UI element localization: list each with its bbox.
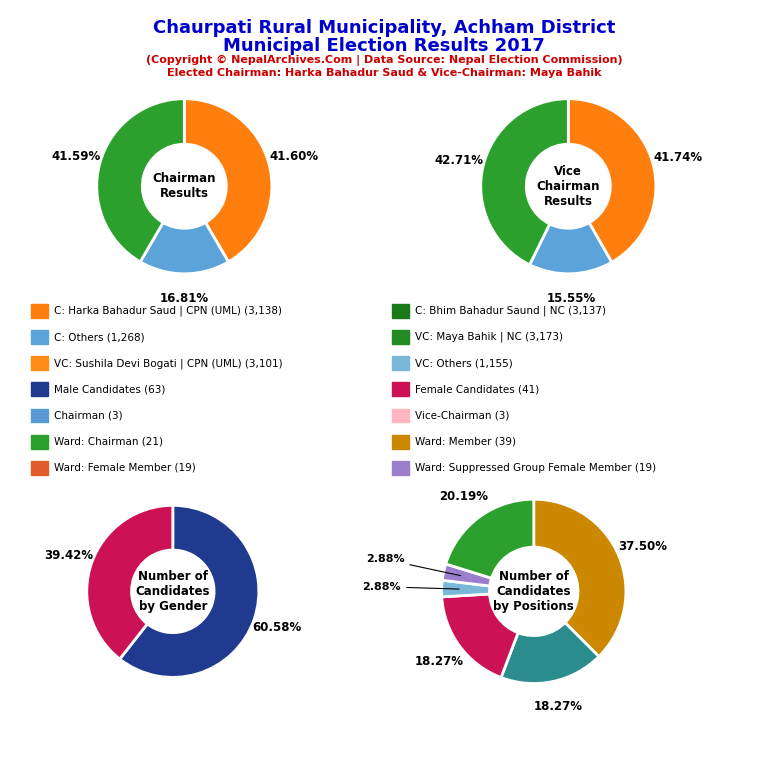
- Text: 15.55%: 15.55%: [547, 292, 597, 305]
- Wedge shape: [568, 99, 656, 262]
- Text: Municipal Election Results 2017: Municipal Election Results 2017: [223, 37, 545, 55]
- Text: 2.88%: 2.88%: [362, 581, 459, 591]
- Text: C: Bhim Bahadur Saund | NC (3,137): C: Bhim Bahadur Saund | NC (3,137): [415, 306, 606, 316]
- Text: VC: Maya Bahik | NC (3,173): VC: Maya Bahik | NC (3,173): [415, 332, 563, 343]
- Text: Chairman
Results: Chairman Results: [153, 172, 216, 200]
- Wedge shape: [184, 99, 272, 262]
- Text: Male Candidates (63): Male Candidates (63): [54, 384, 165, 395]
- Text: 37.50%: 37.50%: [618, 540, 667, 553]
- Wedge shape: [481, 99, 568, 265]
- Text: VC: Others (1,155): VC: Others (1,155): [415, 358, 512, 369]
- Text: 39.42%: 39.42%: [45, 549, 93, 562]
- Text: 18.27%: 18.27%: [534, 700, 583, 713]
- Text: C: Harka Bahadur Saud | CPN (UML) (3,138): C: Harka Bahadur Saud | CPN (UML) (3,138…: [54, 306, 282, 316]
- Text: 41.74%: 41.74%: [654, 151, 703, 164]
- Text: 20.19%: 20.19%: [439, 490, 488, 503]
- Text: Elected Chairman: Harka Bahadur Saud & Vice-Chairman: Maya Bahik: Elected Chairman: Harka Bahadur Saud & V…: [167, 68, 601, 78]
- Text: 16.81%: 16.81%: [160, 292, 209, 305]
- Text: 60.58%: 60.58%: [252, 621, 302, 634]
- Wedge shape: [97, 99, 184, 262]
- Text: 42.71%: 42.71%: [435, 154, 484, 167]
- Wedge shape: [534, 499, 626, 657]
- Text: VC: Sushila Devi Bogati | CPN (UML) (3,101): VC: Sushila Devi Bogati | CPN (UML) (3,1…: [54, 358, 283, 369]
- Wedge shape: [442, 564, 492, 586]
- Text: (Copyright © NepalArchives.Com | Data Source: Nepal Election Commission): (Copyright © NepalArchives.Com | Data So…: [146, 55, 622, 66]
- Wedge shape: [87, 505, 173, 659]
- Wedge shape: [120, 505, 259, 677]
- Wedge shape: [530, 223, 612, 273]
- Text: 41.60%: 41.60%: [270, 150, 319, 163]
- Text: Ward: Female Member (19): Ward: Female Member (19): [54, 462, 196, 473]
- Text: Chairman (3): Chairman (3): [54, 410, 122, 421]
- Text: Female Candidates (41): Female Candidates (41): [415, 384, 539, 395]
- Wedge shape: [501, 623, 599, 684]
- Wedge shape: [442, 594, 518, 677]
- Text: 18.27%: 18.27%: [414, 655, 463, 667]
- Text: Number of
Candidates
by Positions: Number of Candidates by Positions: [493, 570, 574, 613]
- Text: Vice-Chairman (3): Vice-Chairman (3): [415, 410, 509, 421]
- Text: 2.88%: 2.88%: [366, 554, 461, 576]
- Text: 41.59%: 41.59%: [51, 151, 101, 164]
- Wedge shape: [442, 581, 490, 597]
- Text: Ward: Chairman (21): Ward: Chairman (21): [54, 436, 163, 447]
- Wedge shape: [141, 223, 228, 273]
- Text: Chaurpati Rural Municipality, Achham District: Chaurpati Rural Municipality, Achham Dis…: [153, 19, 615, 37]
- Text: Ward: Member (39): Ward: Member (39): [415, 436, 516, 447]
- Text: Vice
Chairman
Results: Vice Chairman Results: [537, 165, 600, 207]
- Text: Ward: Suppressed Group Female Member (19): Ward: Suppressed Group Female Member (19…: [415, 462, 656, 473]
- Text: Number of
Candidates
by Gender: Number of Candidates by Gender: [135, 570, 210, 613]
- Text: C: Others (1,268): C: Others (1,268): [54, 332, 144, 343]
- Wedge shape: [445, 499, 534, 578]
